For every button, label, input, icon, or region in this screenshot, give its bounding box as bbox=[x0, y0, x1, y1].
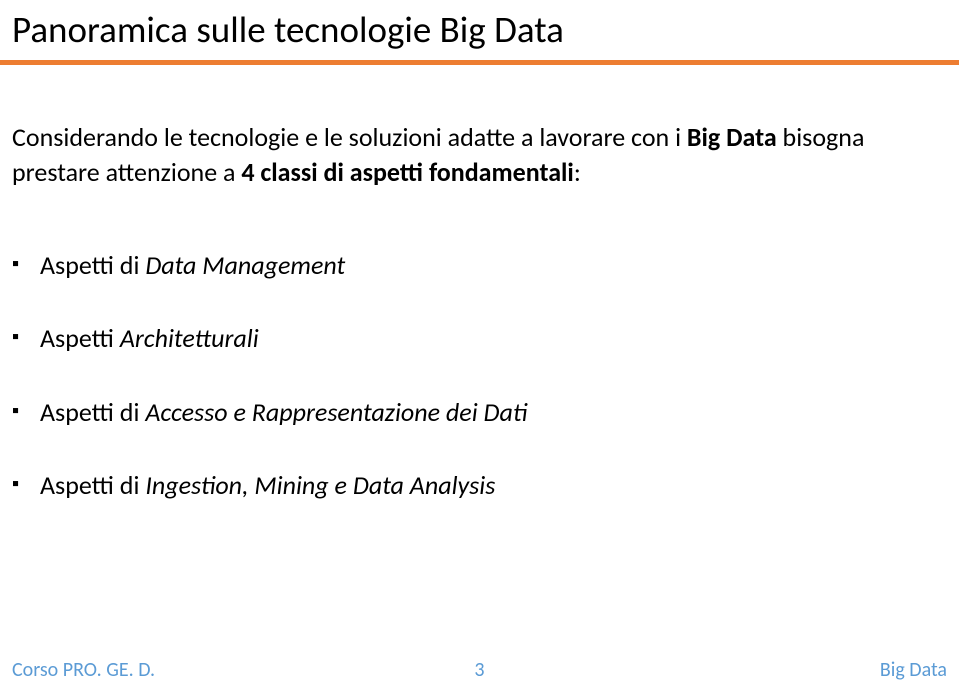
intro-post: : bbox=[574, 156, 581, 188]
bullet-pre: Aspetti di bbox=[40, 396, 145, 428]
slide-body: Considerando le tecnologie e le soluzion… bbox=[12, 120, 929, 543]
list-item: Aspetti di Ingestion, Mining e Data Anal… bbox=[12, 470, 929, 501]
list-item: Aspetti di Accesso e Rappresentazione de… bbox=[12, 397, 929, 428]
footer-page-number: 3 bbox=[474, 658, 484, 682]
bullet-pre: Aspetti di bbox=[40, 249, 145, 281]
bullet-list: Aspetti di Data Management Aspetti Archi… bbox=[12, 250, 929, 501]
intro-pre: Considerando le tecnologie e le soluzion… bbox=[12, 121, 687, 153]
bullet-em: Accesso e Rappresentazione dei Dati bbox=[145, 396, 527, 428]
footer: Corso PRO. GE. D. 3 Big Data bbox=[12, 654, 947, 682]
footer-left: Corso PRO. GE. D. bbox=[12, 658, 155, 682]
intro-paragraph: Considerando le tecnologie e le soluzion… bbox=[12, 120, 929, 190]
title-underline bbox=[0, 60, 959, 65]
bullet-em: Architetturali bbox=[120, 322, 259, 354]
slide: Panoramica sulle tecnologie Big Data Con… bbox=[0, 0, 959, 694]
bullet-em: Ingestion, Mining e Data Analysis bbox=[145, 469, 495, 501]
footer-right: Big Data bbox=[880, 658, 947, 682]
bullet-pre: Aspetti di bbox=[40, 469, 145, 501]
bullet-em: Data Management bbox=[145, 249, 345, 281]
list-item: Aspetti Architetturali bbox=[12, 323, 929, 354]
slide-title: Panoramica sulle tecnologie Big Data bbox=[12, 7, 564, 52]
intro-bold2: 4 classi di aspetti fondamentali bbox=[241, 156, 573, 188]
list-item: Aspetti di Data Management bbox=[12, 250, 929, 281]
bullet-pre: Aspetti bbox=[40, 322, 120, 354]
intro-bold1: Big Data bbox=[687, 121, 777, 153]
